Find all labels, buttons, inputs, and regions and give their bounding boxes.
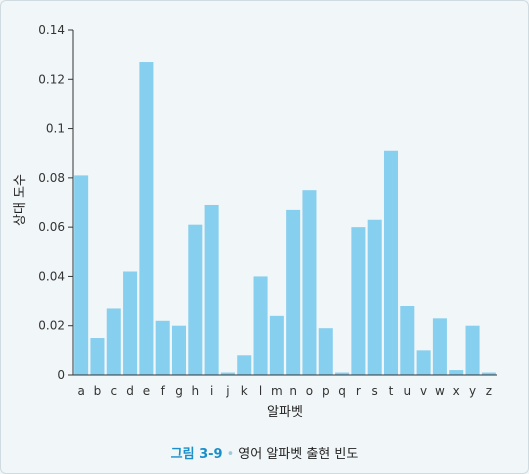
y-tick-label: 0.1 <box>46 122 65 136</box>
x-tick-label-i: i <box>210 384 213 398</box>
x-tick-label-q: q <box>338 384 346 398</box>
y-ticks-group: 0 0.02 0.04 0.06 0.08 0.1 0.12 0.14 <box>38 23 73 382</box>
x-tick-label-d: d <box>126 384 134 398</box>
x-tick-label-f: f <box>161 384 166 398</box>
y-tick-label: 0.14 <box>38 23 65 37</box>
bar-u <box>400 306 415 375</box>
x-tick-label-m: m <box>271 384 283 398</box>
figure-caption: 그림 3-9 • 영어 알파벳 출현 빈도 <box>0 443 529 462</box>
y-tick-label: 0.06 <box>38 220 65 234</box>
x-tick-label-e: e <box>143 384 150 398</box>
bar-b <box>90 338 105 375</box>
x-tick-label-w: w <box>435 384 445 398</box>
caption-text: 영어 알파벳 출현 빈도 <box>238 447 359 462</box>
bar-k <box>237 355 252 375</box>
x-tick-label-s: s <box>372 384 378 398</box>
caption-separator: • <box>226 447 235 462</box>
bar-q <box>335 372 350 375</box>
x-tick-label-c: c <box>110 384 117 398</box>
bar-p <box>318 328 333 375</box>
x-tick-label-a: a <box>77 384 84 398</box>
bar-x <box>449 370 464 375</box>
x-tick-label-k: k <box>241 384 248 398</box>
bar-t <box>383 150 399 375</box>
bar-i <box>204 204 219 375</box>
x-tick-label-t: t <box>389 384 394 398</box>
x-tick-label-b: b <box>94 384 102 398</box>
x-tick-label-h: h <box>192 384 200 398</box>
bar-n <box>286 209 301 375</box>
bar-w <box>432 318 447 375</box>
bar-v <box>416 350 431 375</box>
x-tick-label-g: g <box>175 384 183 398</box>
caption-number: 그림 3-9 <box>170 447 223 462</box>
bar-z <box>481 372 496 375</box>
x-tick-label-z: z <box>486 384 492 398</box>
bar-e <box>139 62 154 376</box>
x-tick-label-v: v <box>420 384 427 398</box>
x-tick-label-l: l <box>259 384 262 398</box>
bar-j <box>220 372 235 375</box>
x-tick-label-u: u <box>404 384 412 398</box>
y-tick-label: 0.02 <box>38 319 65 333</box>
x-tick-label-y: y <box>469 384 476 398</box>
bar-o <box>302 190 317 375</box>
y-tick-label: 0.04 <box>38 269 65 283</box>
bar-g <box>171 325 187 375</box>
bar-s <box>367 219 382 375</box>
bar-c <box>106 308 121 375</box>
bar-d <box>123 271 138 375</box>
x-tick-label-p: p <box>322 384 330 398</box>
bar-h <box>188 224 203 375</box>
bar-a <box>74 175 89 375</box>
x-tick-label-r: r <box>356 384 361 398</box>
bar-r <box>351 227 366 375</box>
x-tick-label-x: x <box>453 384 460 398</box>
x-tick-label-j: j <box>225 384 229 398</box>
bar-y <box>465 325 480 375</box>
x-axis-title: 알파벳 <box>267 405 303 420</box>
bar-f <box>155 320 170 375</box>
x-tick-label-n: n <box>289 384 297 398</box>
bars-group <box>74 62 496 376</box>
y-tick-label: 0.08 <box>38 171 65 185</box>
y-axis-title: 상대 도수 <box>13 174 28 226</box>
bar-m <box>269 315 284 375</box>
x-tick-label-o: o <box>306 384 313 398</box>
y-tick-label: 0.12 <box>38 72 65 86</box>
bar-l <box>253 276 268 375</box>
y-tick-label: 0 <box>57 368 65 382</box>
